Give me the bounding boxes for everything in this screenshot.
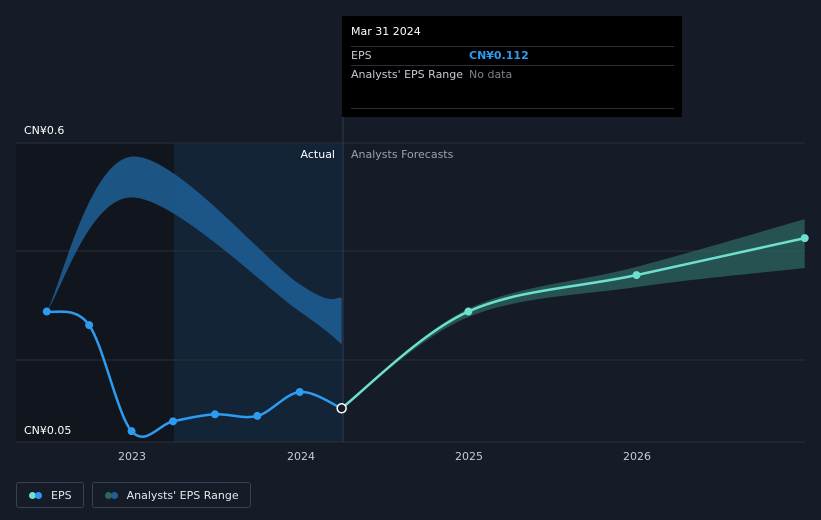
tooltip-row-range: Analysts' EPS Range No data xyxy=(351,65,674,84)
tooltip-divider xyxy=(351,108,674,109)
x-tick-2023: 2023 xyxy=(118,450,146,463)
x-tick-2026: 2026 xyxy=(623,450,651,463)
chart-legend: EPS Analysts' EPS Range xyxy=(16,482,251,508)
tooltip-eps-value: CN¥0.112 xyxy=(469,49,529,62)
y-axis-top-label: CN¥0.6 xyxy=(24,124,64,137)
eps-point[interactable] xyxy=(169,417,178,426)
legend-eps-label: EPS xyxy=(51,488,72,502)
range-legend-swatch-icon xyxy=(104,491,119,499)
past-range-band xyxy=(46,156,342,345)
eps-point[interactable] xyxy=(295,387,304,396)
eps-chart: CN¥0.6 CN¥0.05 Actual Analysts Forecasts… xyxy=(16,110,809,463)
x-tick-2024: 2024 xyxy=(287,450,315,463)
forecast-section-label: Analysts Forecasts xyxy=(351,148,454,161)
eps-legend-swatch-icon xyxy=(29,491,43,499)
forecast-range-band xyxy=(341,219,805,409)
forecast-point[interactable] xyxy=(800,234,809,243)
legend-eps-toggle[interactable]: EPS xyxy=(16,482,84,508)
tooltip-eps-label: EPS xyxy=(351,49,372,62)
tooltip-range-value: No data xyxy=(469,68,513,81)
range-bands xyxy=(46,156,805,409)
eps-point[interactable] xyxy=(210,410,219,419)
actual-section-label: Actual xyxy=(301,148,335,161)
legend-range-label: Analysts' EPS Range xyxy=(126,488,239,502)
series-lines xyxy=(45,236,806,438)
series-points xyxy=(42,234,809,436)
x-tick-2025: 2025 xyxy=(455,450,483,463)
eps-point[interactable] xyxy=(85,321,94,330)
tooltip-date: Mar 31 2024 xyxy=(351,25,421,38)
eps-point[interactable] xyxy=(127,427,136,436)
hovered-eps-point[interactable] xyxy=(336,403,347,414)
actual-highlight-region xyxy=(174,143,343,442)
forecast-point[interactable] xyxy=(632,271,641,280)
tooltip-range-label: Analysts' EPS Range xyxy=(351,68,464,81)
forecast-point[interactable] xyxy=(464,307,473,316)
y-axis-bottom-label: CN¥0.05 xyxy=(24,424,71,437)
eps-forecast-line xyxy=(340,236,806,410)
tooltip-row-eps: EPS CN¥0.112 xyxy=(351,46,674,65)
hover-tooltip: Mar 31 2024 EPS CN¥0.112 Analysts' EPS R… xyxy=(342,16,682,117)
legend-range-toggle[interactable]: Analysts' EPS Range xyxy=(91,482,251,508)
eps-point[interactable] xyxy=(42,307,51,316)
eps-point[interactable] xyxy=(253,411,262,420)
eps-line xyxy=(45,310,343,438)
